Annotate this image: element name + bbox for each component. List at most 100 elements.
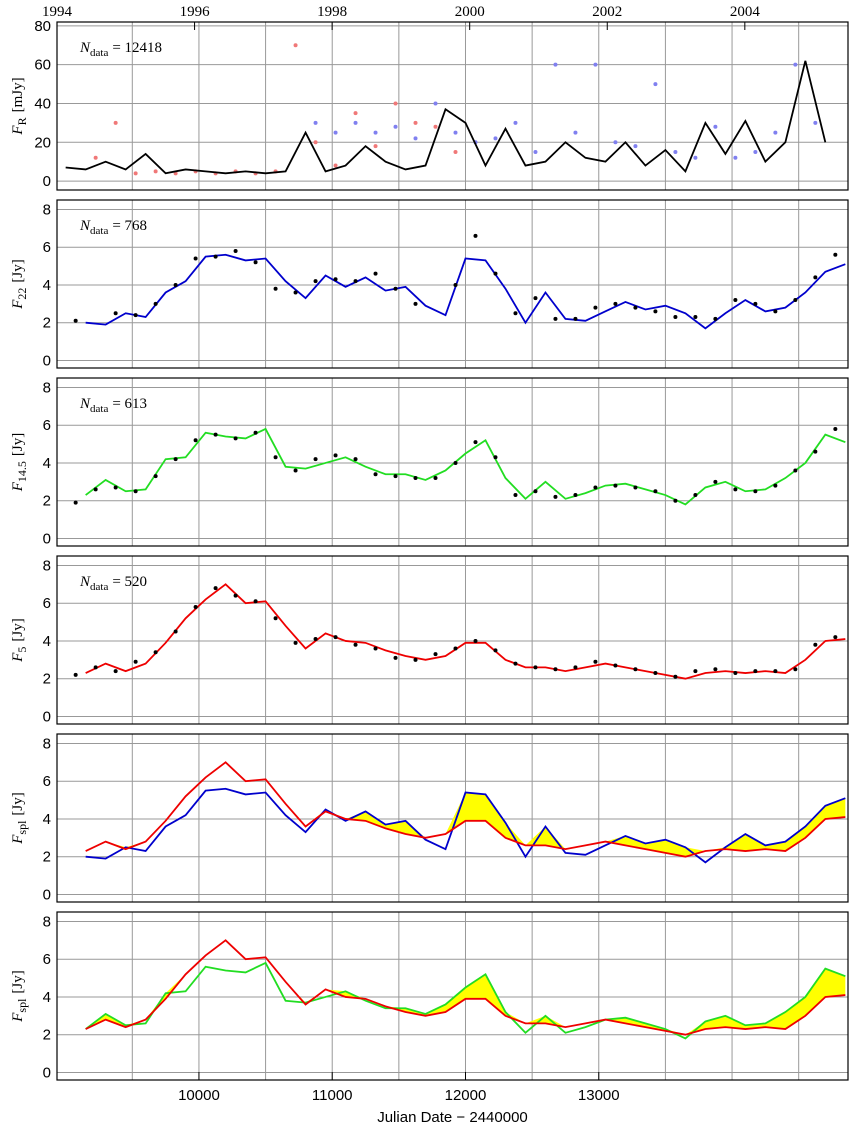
data-point: [573, 316, 578, 321]
data-point: [533, 665, 538, 670]
data-point: [473, 440, 478, 445]
difference-fill: [85, 762, 846, 857]
data-point: [673, 149, 678, 154]
data-point: [773, 309, 778, 314]
data-point: [693, 155, 698, 160]
data-point: [113, 311, 118, 316]
data-point: [713, 124, 718, 129]
data-point: [393, 655, 398, 660]
data-point: [193, 438, 198, 443]
data-point: [133, 489, 138, 494]
y-tick-label: 2: [43, 315, 51, 332]
data-point: [653, 82, 658, 87]
data-point: [153, 474, 158, 479]
data-point: [613, 483, 618, 488]
y-tick-label: 4: [43, 989, 51, 1006]
annotation-symbol: N: [79, 40, 91, 56]
data-point: [233, 593, 238, 598]
x2-tick-label: 1998: [317, 4, 347, 20]
y-tick-label: 4: [43, 811, 51, 828]
data-point: [793, 468, 798, 473]
data-point: [513, 311, 518, 316]
data-point: [653, 309, 658, 314]
data-point: [633, 305, 638, 310]
y-tick-label: 6: [43, 951, 51, 968]
data-point: [513, 493, 518, 498]
series-line: [85, 761, 846, 858]
data-point: [113, 669, 118, 674]
data-point: [233, 436, 238, 441]
y-label-unit: [Jy]: [10, 618, 26, 641]
plot-area: [85, 939, 846, 1040]
data-point: [353, 642, 358, 647]
data-point: [293, 290, 298, 295]
data-point: [393, 286, 398, 291]
y-tick-label: 2: [43, 1027, 51, 1044]
data-point: [473, 233, 478, 238]
data-point: [153, 169, 158, 174]
data-point: [653, 671, 658, 676]
data-point: [653, 489, 658, 494]
data-point: [313, 637, 318, 642]
data-point: [333, 635, 338, 640]
y-label-symbol: F: [10, 652, 26, 663]
data-point: [353, 120, 358, 125]
y-label-unit: [mJy]: [10, 77, 26, 112]
annotation: Ndata = 520: [79, 574, 147, 593]
data-point: [73, 318, 78, 323]
data-point: [353, 457, 358, 462]
data-point: [713, 667, 718, 672]
y-label-symbol: F: [10, 834, 26, 845]
data-point: [733, 487, 738, 492]
data-point: [793, 667, 798, 672]
y-tick-label: 6: [43, 239, 51, 256]
y-label-subscript: spl: [15, 820, 29, 835]
series-line: [85, 427, 846, 506]
data-point: [93, 487, 98, 492]
data-point: [693, 669, 698, 674]
y-label-subscript: R: [15, 117, 29, 125]
y-label-symbol: F: [10, 481, 26, 492]
data-point: [373, 646, 378, 651]
data-point: [493, 136, 498, 141]
x2-tick-label: 2002: [592, 4, 622, 20]
data-point: [753, 149, 758, 154]
annotation-subscript: data: [90, 47, 108, 59]
y-label-subscript: 22: [15, 288, 29, 300]
y-label-subscript: 5: [15, 647, 29, 653]
data-point: [733, 298, 738, 303]
data-point: [533, 489, 538, 494]
data-point: [293, 468, 298, 473]
data-point: [553, 316, 558, 321]
data-point: [313, 120, 318, 125]
x-axis-label: Julian Date − 2440000: [377, 1109, 528, 1126]
data-point: [493, 271, 498, 276]
data-point: [213, 254, 218, 259]
data-point: [193, 604, 198, 609]
annotation-symbol: N: [79, 218, 91, 234]
annotation-subscript: data: [90, 403, 108, 415]
data-point: [93, 665, 98, 670]
data-point: [133, 659, 138, 664]
data-point: [413, 301, 418, 306]
data-point: [673, 498, 678, 503]
annotation-subscript: data: [90, 581, 108, 593]
data-point: [533, 149, 538, 154]
data-point: [433, 476, 438, 481]
data-point: [773, 483, 778, 488]
x2-tick-label: 1996: [180, 4, 211, 20]
annotation: Ndata = 768: [79, 218, 147, 237]
y-tick-label: 6: [43, 773, 51, 790]
data-point: [393, 101, 398, 106]
data-point: [73, 672, 78, 677]
data-point: [373, 472, 378, 477]
data-point: [573, 130, 578, 135]
x-tick-label: 10000: [178, 1087, 220, 1104]
data-point: [153, 301, 158, 306]
y-label-unit: [Jy]: [10, 970, 26, 993]
data-point: [773, 130, 778, 135]
data-point: [553, 62, 558, 67]
data-point: [253, 599, 258, 604]
data-point: [733, 671, 738, 676]
